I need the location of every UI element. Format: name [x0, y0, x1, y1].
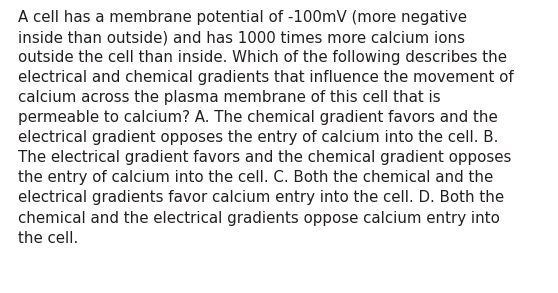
Text: A cell has a membrane potential of -100mV (more negative
inside than outside) an: A cell has a membrane potential of -100m…	[18, 10, 514, 246]
